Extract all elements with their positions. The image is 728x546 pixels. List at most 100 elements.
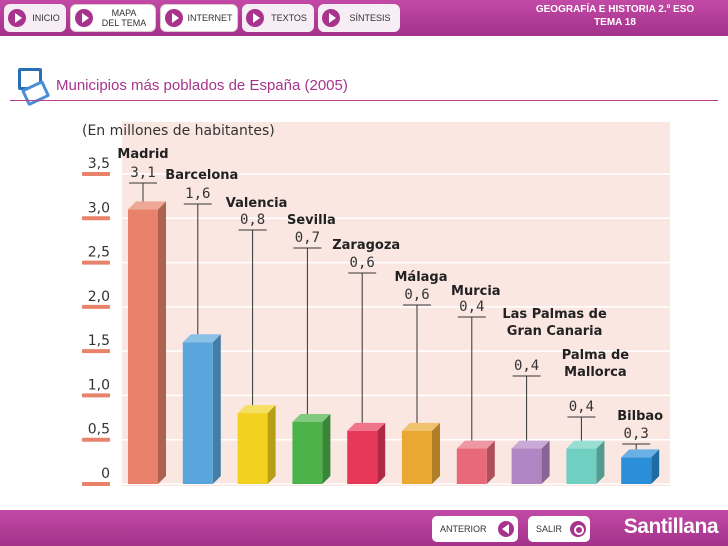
nav-mapa-label: MAPA DEL TEMA <box>93 8 155 28</box>
nav-inicio-button[interactable]: INICIO <box>4 4 66 32</box>
bar-top <box>182 334 221 343</box>
bar <box>621 457 652 484</box>
y-tick-label: 2,5 <box>88 245 110 261</box>
value-label: 0,7 <box>295 230 320 246</box>
value-label: 1,6 <box>185 186 210 202</box>
y-tick-mark <box>82 216 110 221</box>
bar <box>292 422 323 484</box>
nav-inicio-label: INICIO <box>32 13 60 23</box>
bar-side <box>158 201 166 484</box>
y-tick-mark <box>82 349 110 354</box>
course-header: GEOGRAFÍA E HISTORIA 2.º ESO TEMA 18 <box>510 3 720 29</box>
back-arrow-icon <box>498 521 514 537</box>
play-arrow-icon <box>165 9 183 27</box>
nav-internet-button[interactable]: INTERNET <box>160 4 238 32</box>
bar <box>237 413 268 484</box>
value-label: 0,4 <box>514 358 539 374</box>
value-label: 0,8 <box>240 212 265 228</box>
bar-top <box>402 422 440 431</box>
bar <box>402 430 432 484</box>
value-label: 0,4 <box>459 299 484 315</box>
play-arrow-icon <box>322 9 340 27</box>
page-title: Municipios más poblados de España (2005) <box>56 77 348 94</box>
bar-top <box>511 440 550 449</box>
play-arrow-icon <box>75 9 93 27</box>
course-title: GEOGRAFÍA E HISTORIA 2.º ESO <box>535 4 695 15</box>
y-tick-label: 1,0 <box>88 377 110 393</box>
y-tick-mark <box>82 304 110 309</box>
bar <box>511 448 542 484</box>
y-tick-mark <box>82 260 110 265</box>
exit-label: SALIR <box>536 524 563 534</box>
bar-top <box>292 414 331 422</box>
previous-button[interactable]: ANTERIOR <box>432 516 518 542</box>
category-label: Palma de <box>562 348 630 363</box>
y-tick-mark <box>82 437 110 442</box>
bar-side <box>651 449 660 484</box>
value-label: 0,3 <box>624 426 649 442</box>
bar <box>182 342 213 484</box>
population-bar-chart: (En millones de habitantes) 0 0,5 1,0 1,5 2,0… <box>82 122 670 486</box>
bar-side <box>377 422 386 484</box>
play-arrow-icon <box>8 9 26 27</box>
category-label: Murcia <box>451 284 501 299</box>
bar-top <box>566 440 605 449</box>
unit-number: TEMA 18 <box>594 17 636 28</box>
bar-side <box>486 440 495 484</box>
bar-top <box>347 422 386 431</box>
y-tick-mark <box>82 482 110 486</box>
bar-side <box>267 405 276 484</box>
previous-label: ANTERIOR <box>440 524 487 534</box>
y-tick-label: 3,5 <box>88 156 110 172</box>
bar-top <box>128 201 166 210</box>
value-label: 0,6 <box>404 287 429 303</box>
value-label: 0,6 <box>350 255 375 271</box>
bar-top <box>237 405 276 414</box>
bar-side <box>212 334 221 484</box>
bar <box>566 448 597 484</box>
slides-icon <box>18 68 50 106</box>
y-tick-label: 1,5 <box>88 333 110 349</box>
nav-textos-label: TEXTOS <box>271 13 307 23</box>
category-label: Mallorca <box>564 365 626 380</box>
bar-side <box>322 414 331 484</box>
category-label: Sevilla <box>287 213 336 228</box>
bar <box>456 448 487 484</box>
title-divider <box>10 100 718 101</box>
category-label: Barcelona <box>165 168 238 183</box>
y-tick-label: 0 <box>101 466 110 482</box>
nav-mapa-button[interactable]: MAPA DEL TEMA <box>70 4 156 32</box>
bar-side <box>596 440 605 484</box>
nav-textos-button[interactable]: TEXTOS <box>242 4 314 32</box>
bar-side <box>432 422 440 484</box>
exit-icon <box>570 521 586 537</box>
bar <box>128 209 158 484</box>
bottom-bar <box>0 510 728 546</box>
exit-button[interactable]: SALIR <box>528 516 590 542</box>
category-label: Bilbao <box>617 409 663 424</box>
y-tick-mark <box>82 393 110 398</box>
y-tick-mark <box>82 172 110 176</box>
bar-top <box>621 449 660 458</box>
nav-internet-label: INTERNET <box>187 13 233 23</box>
value-label: 3,1 <box>130 165 155 181</box>
category-label: Gran Canaria <box>507 324 603 339</box>
category-label: Madrid <box>117 147 168 162</box>
play-arrow-icon <box>246 9 264 27</box>
nav-sintesis-button[interactable]: SÍNTESIS <box>318 4 400 32</box>
publisher-logo: Santillana <box>623 515 719 538</box>
category-label: Málaga <box>394 270 447 285</box>
category-label: Valencia <box>226 196 288 211</box>
nav-sintesis-label: SÍNTESIS <box>349 13 391 23</box>
y-tick-label: 3,0 <box>88 200 110 216</box>
nav-mapa-label-line2: DEL TEMA <box>101 18 147 28</box>
bar-top <box>456 440 495 449</box>
chart-title: (En millones de habitantes) <box>82 123 275 139</box>
category-label: Zaragoza <box>332 238 400 253</box>
y-tick-label: 2,0 <box>88 289 110 305</box>
category-label: Las Palmas de <box>502 307 607 322</box>
value-label: 0,4 <box>569 399 594 415</box>
bar-side <box>541 440 550 484</box>
nav-mapa-label-line1: MAPA <box>111 8 137 18</box>
